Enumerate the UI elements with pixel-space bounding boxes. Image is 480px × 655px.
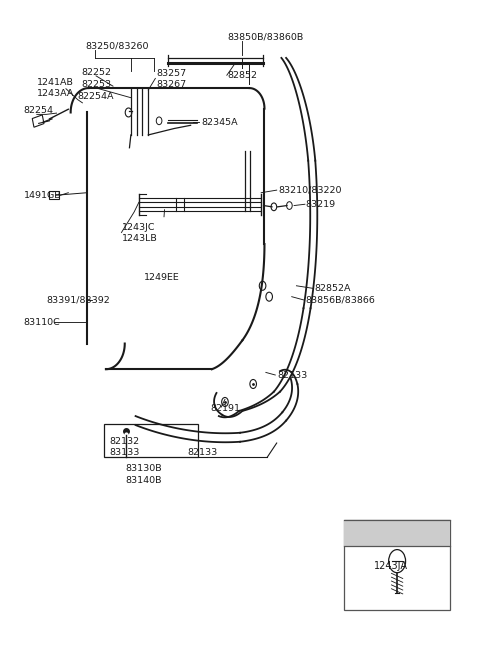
Text: 83130B: 83130B [125, 464, 162, 473]
Text: 1243LB: 1243LB [121, 234, 157, 244]
Text: 83856B/83866: 83856B/83866 [305, 295, 375, 305]
Text: 83257: 83257 [156, 69, 186, 78]
Text: 83250/83260: 83250/83260 [85, 41, 148, 50]
Text: 83210/83220: 83210/83220 [278, 185, 342, 195]
Bar [49, 191, 59, 199]
Text: 83219: 83219 [306, 200, 336, 209]
Text: 82852: 82852 [228, 71, 257, 80]
Text: 82345A: 82345A [202, 118, 238, 126]
Text: 82133: 82133 [187, 448, 217, 457]
Text: 1243AA: 1243AA [37, 89, 74, 98]
Text: 1243JC: 1243JC [121, 223, 155, 232]
Text: 1243JA: 1243JA [373, 561, 408, 571]
Text: 83110C: 83110C [24, 318, 60, 327]
Text: 82852A: 82852A [314, 284, 351, 293]
Text: 83140B: 83140B [125, 476, 162, 485]
Text: 82132: 82132 [109, 438, 139, 446]
Bar [345, 520, 450, 610]
Bar [104, 424, 198, 457]
Text: 83267: 83267 [156, 81, 186, 89]
Text: 82254A: 82254A [78, 92, 114, 101]
Text: 82252: 82252 [81, 67, 111, 77]
Text: 82254: 82254 [24, 106, 54, 115]
Text: 83133: 83133 [109, 448, 140, 457]
Text: 82253: 82253 [81, 81, 111, 89]
Text: 1249EE: 1249EE [144, 273, 180, 282]
Text: 83391/83392: 83391/83392 [46, 295, 110, 305]
Text: 83850B/83860B: 83850B/83860B [228, 33, 304, 42]
Text: 82191: 82191 [211, 404, 241, 413]
Bar [345, 520, 450, 546]
Text: 1491GB: 1491GB [24, 191, 61, 200]
Text: 1241AB: 1241AB [37, 78, 73, 87]
Text: 82133: 82133 [277, 371, 308, 379]
Bar [32, 115, 44, 127]
